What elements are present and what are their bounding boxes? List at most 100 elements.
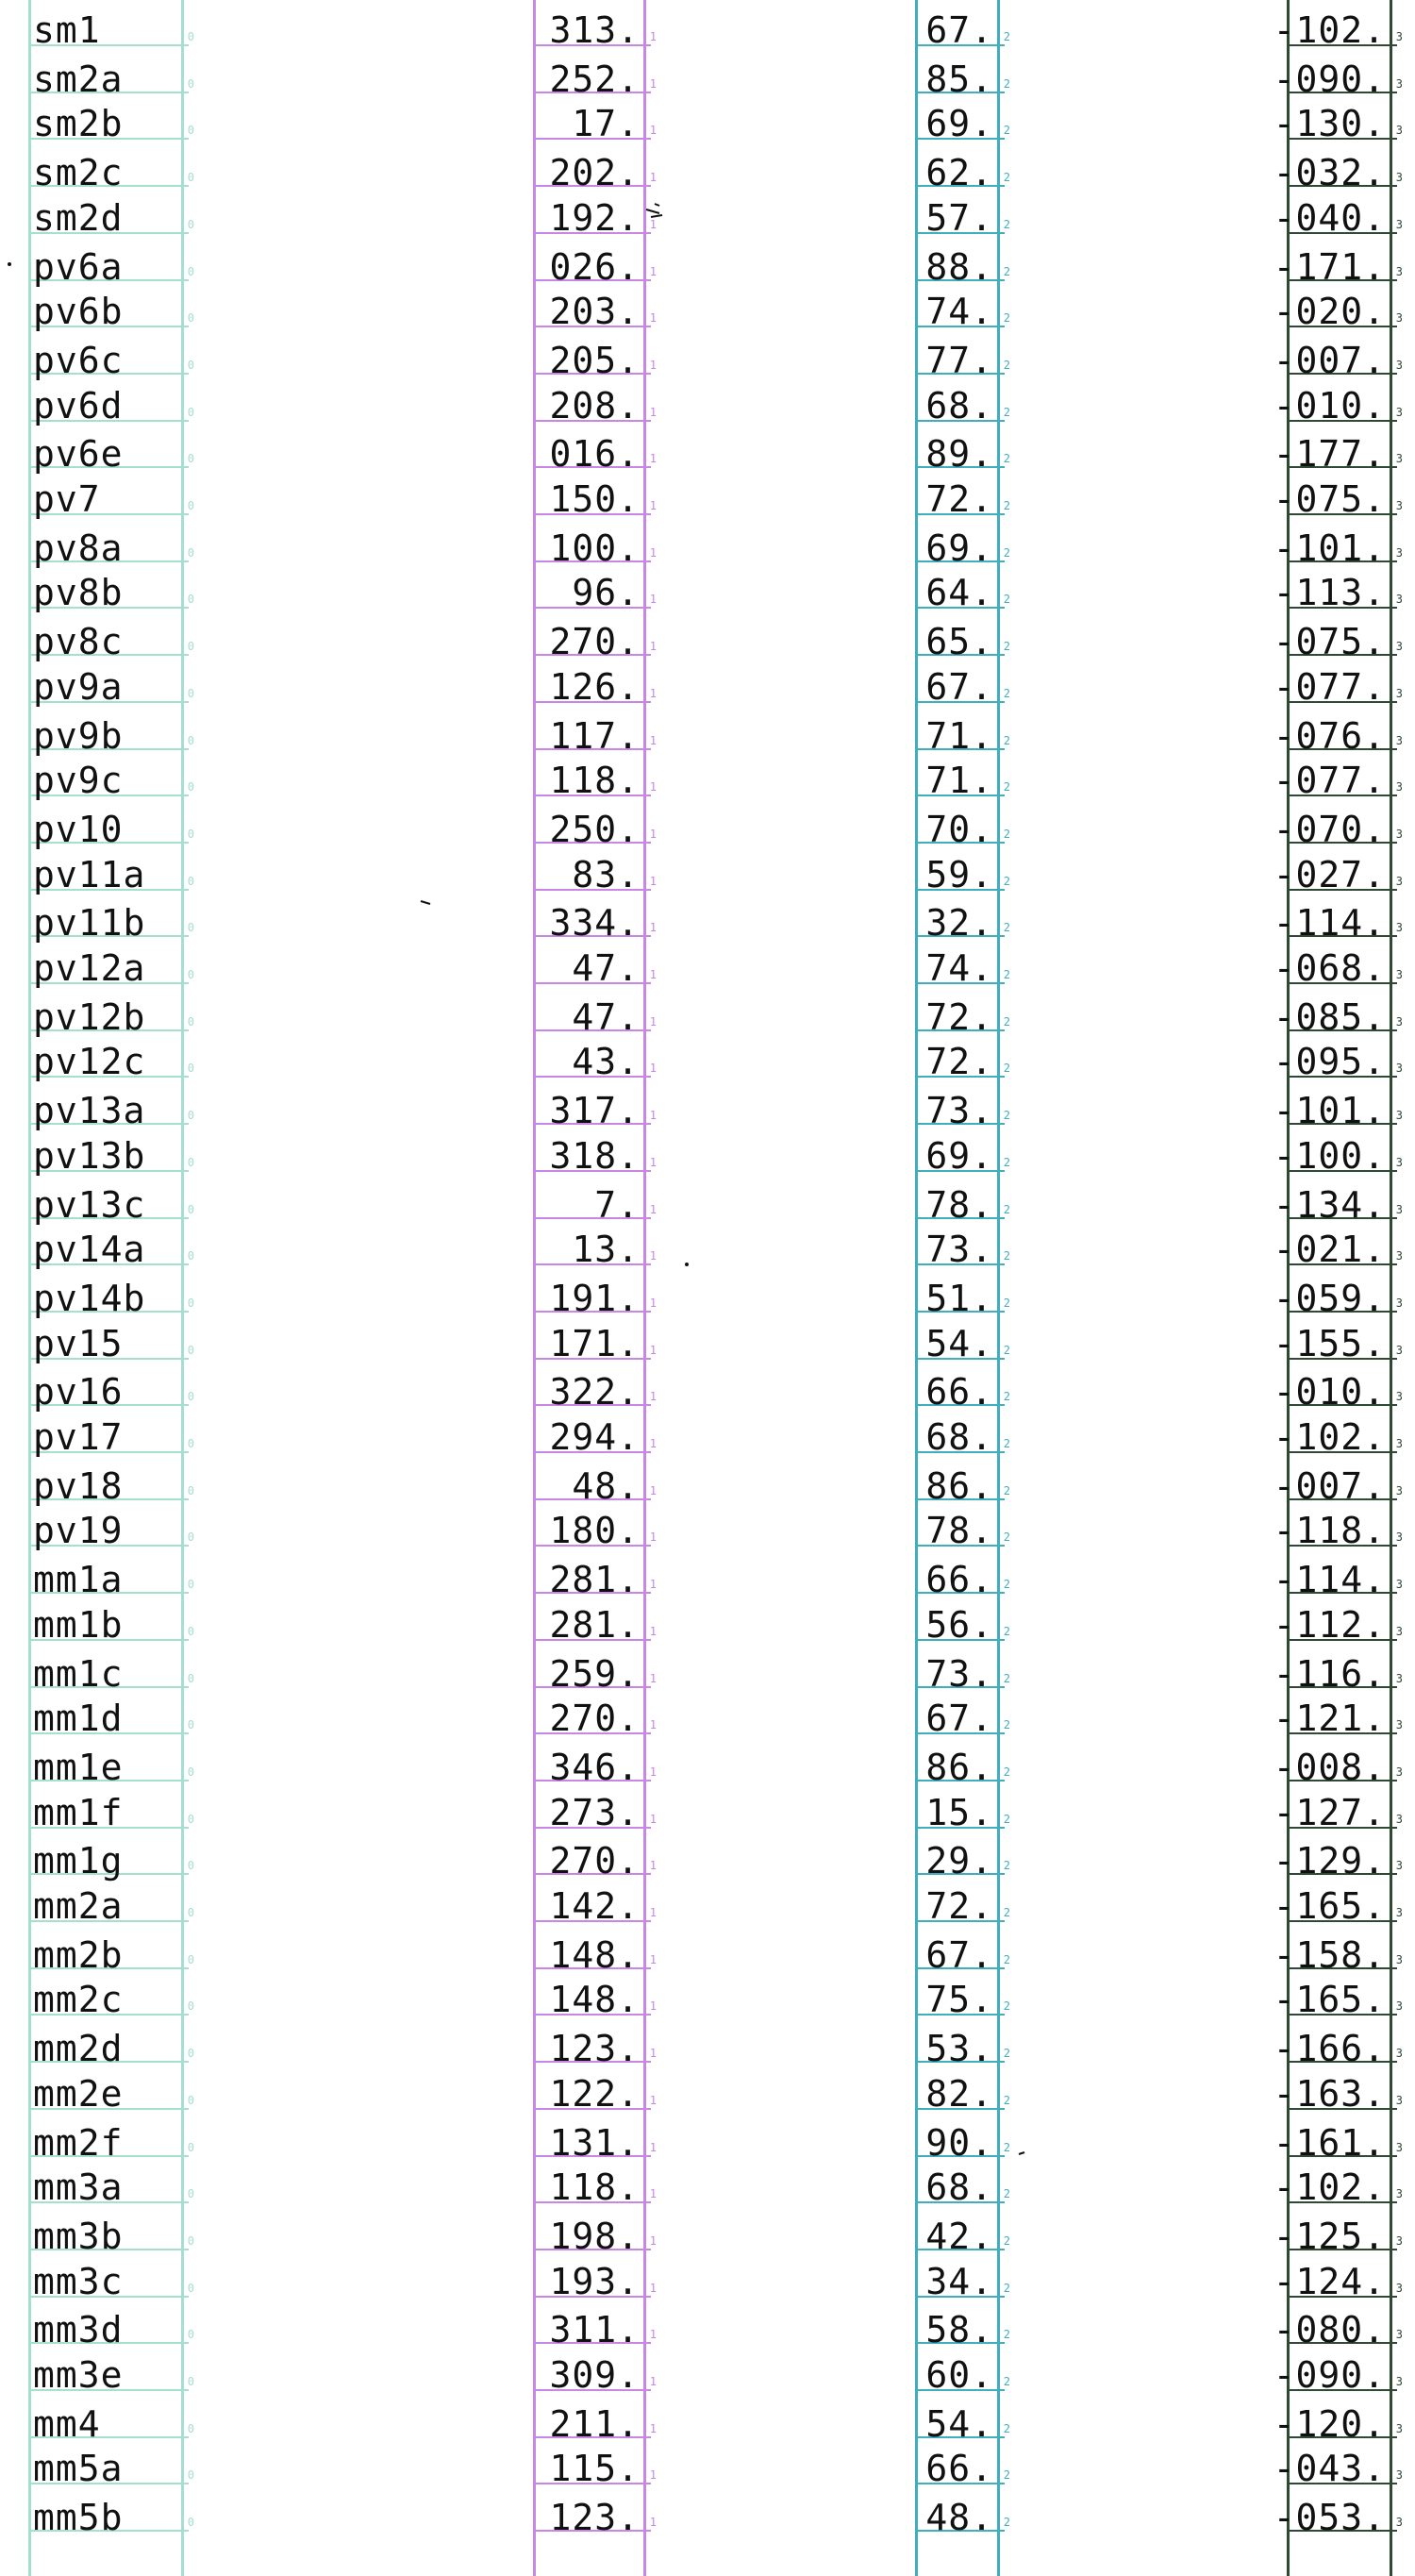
value3-column-tick: 3 <box>1395 1249 1403 1263</box>
value2-rule <box>918 2154 1005 2157</box>
value3-rule <box>1290 747 1397 750</box>
value3-rule <box>1290 1263 1397 1266</box>
value2-rule <box>918 1592 1005 1595</box>
value2-column-tick: 2 <box>1003 1296 1010 1310</box>
value3-column-tick: 3 <box>1395 2421 1403 2435</box>
value3-cell: -177. <box>1273 433 1386 476</box>
label-column-tick: 0 <box>187 311 194 326</box>
label-rule <box>31 607 189 610</box>
value1-column-tick: 1 <box>649 1343 657 1357</box>
value1-cell: 142. <box>549 1885 640 1927</box>
value3-cell: -068. <box>1273 947 1386 989</box>
label-rule <box>31 1310 189 1313</box>
value2-column-tick: 2 <box>1003 2047 1010 2061</box>
label-cell: mm3e <box>33 2354 124 2396</box>
value3-rule <box>1290 278 1397 281</box>
value3-column-tick: 3 <box>1395 1296 1403 1310</box>
label-column-tick: 0 <box>187 640 194 654</box>
label-cell: pv17 <box>33 1416 124 1458</box>
value3-cell: -053. <box>1273 2497 1386 2539</box>
value3-cell: -114. <box>1273 1559 1386 1601</box>
value1-cell: 180. <box>549 1510 640 1552</box>
value3-cell: -166. <box>1273 2028 1386 2070</box>
label-column-tick: 0 <box>187 264 194 278</box>
value2-cell: 90. <box>925 2121 993 2164</box>
value2-column-tick: 2 <box>1003 1062 1010 1076</box>
value1-column-tick: 1 <box>649 1014 657 1029</box>
value3-rule <box>1290 2295 1397 2298</box>
label-cell: mm2b <box>33 1933 124 1976</box>
value2-rule <box>918 2342 1005 2345</box>
value1-column-tick: 1 <box>649 30 657 43</box>
value1-rule <box>536 2389 651 2391</box>
value3-column-tick: 3 <box>1395 2468 1403 2483</box>
value2-cell: 71. <box>925 760 993 802</box>
label-rule <box>31 2435 189 2438</box>
value3-cell: -165. <box>1273 1979 1386 2021</box>
label-cell: pv6e <box>33 433 124 476</box>
label-rule <box>31 1169 189 1172</box>
value2-column-tick: 2 <box>1003 1343 1010 1357</box>
value3-rule <box>1290 654 1397 657</box>
value3-rule <box>1290 372 1397 375</box>
value1-column-tick: 1 <box>649 2516 657 2530</box>
value1-column-tick: 1 <box>649 1531 657 1545</box>
value3-cell: -077. <box>1273 665 1386 708</box>
value3-rule <box>1290 607 1397 610</box>
label-cell: pv6c <box>33 339 124 381</box>
value1-rule <box>536 1310 651 1313</box>
label-rule <box>31 1966 189 1969</box>
value2-rule <box>918 1451 1005 1453</box>
value2-cell: 64. <box>925 572 993 614</box>
value1-rule <box>536 888 651 891</box>
value2-column-tick: 2 <box>1003 1624 1010 1638</box>
value2-rule <box>918 2389 1005 2391</box>
value2-cell: 78. <box>925 1183 993 1226</box>
value1-rule <box>536 1123 651 1126</box>
value2-rule <box>918 935 1005 938</box>
value2-column-tick: 2 <box>1003 2233 1010 2248</box>
value3-cell: -021. <box>1273 1229 1386 1271</box>
value1-rule <box>536 513 651 515</box>
label-rule <box>31 2342 189 2345</box>
value3-column-tick: 3 <box>1395 264 1403 278</box>
value3-column-tick: 3 <box>1395 2375 1403 2388</box>
value2-rule <box>918 1826 1005 1829</box>
value1-column-tick: 1 <box>649 1812 657 1826</box>
value2-column-tick: 2 <box>1003 30 1010 43</box>
value3-column-tick: 3 <box>1395 968 1403 981</box>
value1-cell: 47. <box>572 995 640 1038</box>
label-cell: pv7 <box>33 478 101 520</box>
label-rule <box>31 1873 189 1876</box>
label-cell: mm4 <box>33 2402 101 2445</box>
label-cell: sm2b <box>33 103 124 145</box>
value3-rule <box>1290 2342 1397 2345</box>
value3-cell: -102. <box>1273 9 1386 51</box>
value2-cell: 69. <box>925 1134 993 1177</box>
value3-rule <box>1290 1732 1397 1735</box>
value1-rule <box>536 841 651 844</box>
value1-rule <box>536 2483 651 2485</box>
value2-column-tick: 2 <box>1003 2375 1010 2388</box>
value3-column-tick: 3 <box>1395 452 1403 466</box>
value2-rule <box>918 1216 1005 1219</box>
value1-column-tick: 1 <box>649 1906 657 1919</box>
value2-column-tick: 2 <box>1003 780 1010 795</box>
value2-cell: 54. <box>925 1322 993 1364</box>
value3-column-tick: 3 <box>1395 217 1403 231</box>
label-rule <box>31 1263 189 1266</box>
value3-column-tick: 3 <box>1395 593 1403 607</box>
value2-cell: 70. <box>925 808 993 850</box>
label-rule <box>31 2248 189 2250</box>
value3-column-tick: 3 <box>1395 358 1403 372</box>
value1-rule <box>536 466 651 469</box>
value1-column-tick: 1 <box>649 1952 657 1966</box>
value2-rule <box>918 372 1005 375</box>
value3-cell: -120. <box>1273 2402 1386 2445</box>
value3-rule <box>1290 1779 1397 1781</box>
value2-column-tick: 2 <box>1003 2421 1010 2435</box>
label-rule <box>31 1920 189 1922</box>
label-cell: sm2c <box>33 152 124 194</box>
label-rule <box>31 1216 189 1219</box>
value3-rule <box>1290 1497 1397 1500</box>
